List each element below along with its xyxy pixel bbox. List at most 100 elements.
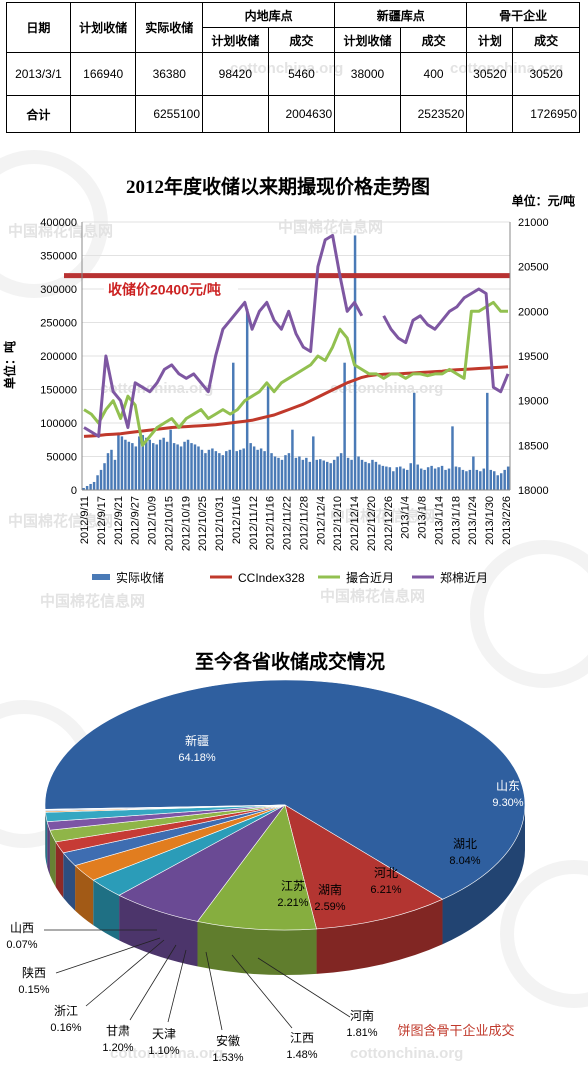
table-cell bbox=[202, 95, 269, 133]
x-tick-label: 2012/10/31 bbox=[214, 496, 226, 551]
bar bbox=[360, 459, 364, 490]
bar bbox=[343, 362, 346, 490]
bar bbox=[378, 464, 381, 490]
bar bbox=[131, 443, 134, 490]
x-tick-label: 2013/1/14 bbox=[433, 496, 445, 545]
pie-label-name: 湖北 bbox=[453, 836, 477, 851]
subheader-cell: 成交 bbox=[512, 27, 580, 53]
pie-label-pct: 0.07% bbox=[6, 939, 37, 951]
pie-label-name: 新疆 bbox=[185, 733, 209, 748]
bar bbox=[106, 453, 110, 490]
pie-slice bbox=[196, 804, 317, 931]
pie-leader-line bbox=[129, 944, 177, 1021]
bar bbox=[506, 466, 510, 490]
pie-label-pct: 2.59% bbox=[314, 901, 345, 913]
bar bbox=[312, 436, 315, 490]
bar bbox=[381, 465, 385, 490]
total-inland-deal: 2004630 bbox=[267, 95, 336, 133]
pie-slice-side bbox=[93, 880, 120, 941]
bar bbox=[454, 466, 458, 490]
bar bbox=[183, 441, 186, 490]
pie-label-name: 安徽 bbox=[216, 1033, 240, 1048]
bar bbox=[228, 449, 232, 490]
bar bbox=[96, 475, 99, 490]
y-left-tick-label: 300000 bbox=[40, 284, 77, 296]
pie-slice-side bbox=[197, 921, 317, 975]
summary-table: 日期 计划收储 实际收储 内地库点 新疆库点 骨干企业 计划收储 成交 计划收储… bbox=[6, 2, 580, 133]
pie-slice bbox=[284, 804, 444, 930]
bar bbox=[399, 466, 402, 490]
bar bbox=[120, 436, 124, 490]
x-tick-label: 2012/10/19 bbox=[180, 496, 192, 551]
y-right-tick-label: 20000 bbox=[518, 306, 549, 318]
bar bbox=[280, 459, 284, 490]
bar bbox=[249, 443, 252, 490]
x-tick-label: 2012/11/12 bbox=[248, 496, 260, 550]
header-date: 日期 bbox=[6, 2, 71, 53]
bar bbox=[395, 467, 399, 490]
pie-slice-side bbox=[442, 805, 525, 945]
bar bbox=[447, 468, 451, 490]
pie-label-name: 江苏 bbox=[281, 879, 305, 893]
bar bbox=[82, 487, 85, 490]
bar bbox=[305, 457, 308, 490]
x-tick-label: 2012/12/4 bbox=[315, 496, 327, 545]
x-tick-label: 2012/9/21 bbox=[113, 496, 125, 545]
bar bbox=[200, 449, 204, 490]
bar bbox=[211, 448, 214, 490]
bar bbox=[207, 449, 211, 490]
bar bbox=[503, 469, 506, 490]
bar bbox=[172, 443, 176, 490]
bar bbox=[339, 453, 343, 490]
bar bbox=[273, 456, 277, 490]
bar bbox=[155, 444, 158, 490]
pie-label-pct: 1.48% bbox=[286, 1049, 317, 1061]
table-cell: 2013/3/1 bbox=[6, 52, 71, 96]
x-tick-label: 2012/12/14 bbox=[349, 496, 361, 551]
header-backbone: 骨干企业 bbox=[466, 2, 580, 28]
price-trend-chart: 2012年度收储以来期撮现价格走势图 单位：元/吨 单位：吨 收储价20400元… bbox=[2, 175, 575, 585]
pie-label-name: 天津 bbox=[152, 1027, 176, 1041]
bar bbox=[308, 461, 312, 490]
bar bbox=[134, 446, 138, 490]
bar bbox=[350, 459, 353, 490]
y-left-tick-label: 150000 bbox=[40, 385, 77, 397]
bar bbox=[235, 451, 238, 490]
pie-label-pct: 6.21% bbox=[370, 884, 401, 896]
bar bbox=[357, 456, 360, 490]
pie-label-name: 山东 bbox=[496, 779, 520, 793]
bar bbox=[124, 439, 127, 490]
pie-title: 至今各省收储成交情况 bbox=[195, 650, 385, 673]
bar bbox=[127, 441, 131, 490]
x-tick-label: 2013/1/8 bbox=[417, 496, 429, 539]
pie-slice-side bbox=[75, 865, 94, 926]
bar bbox=[197, 446, 200, 490]
subheader-cell: 计划收储 bbox=[334, 27, 401, 53]
pie-leader-line bbox=[85, 939, 165, 1007]
pie-leader-line bbox=[231, 954, 293, 1029]
bar bbox=[319, 459, 322, 490]
legend-label: CCIndex328 bbox=[238, 571, 305, 585]
x-tick-label: 2013/1/30 bbox=[484, 496, 496, 545]
pie-label-pct: 1.10% bbox=[148, 1045, 179, 1057]
header-xinjiang: 新疆库点 bbox=[334, 2, 468, 28]
pie-label-name: 江西 bbox=[290, 1031, 314, 1045]
bar bbox=[440, 465, 444, 490]
y-right-tick-label: 18000 bbox=[518, 485, 549, 497]
bar bbox=[482, 468, 486, 490]
x-tick-label: 2012/9/17 bbox=[96, 496, 108, 545]
table-cell: 98420 bbox=[202, 52, 269, 96]
pie-slice bbox=[44, 804, 286, 811]
x-tick-label: 2012/11/16 bbox=[265, 496, 277, 550]
bar bbox=[301, 459, 305, 490]
pie-slice-side bbox=[47, 821, 50, 876]
pie-leader-line bbox=[55, 937, 161, 974]
y-axis-label: 单位：吨 bbox=[2, 341, 17, 389]
zhengmian-line bbox=[83, 233, 510, 438]
x-tick-label: 2012/11/6 bbox=[231, 496, 243, 544]
bar bbox=[472, 456, 475, 490]
pie-note: 饼图含骨干企业成交 bbox=[397, 1023, 514, 1038]
table-cell bbox=[334, 95, 401, 133]
bar bbox=[117, 433, 120, 490]
bar bbox=[291, 429, 294, 490]
